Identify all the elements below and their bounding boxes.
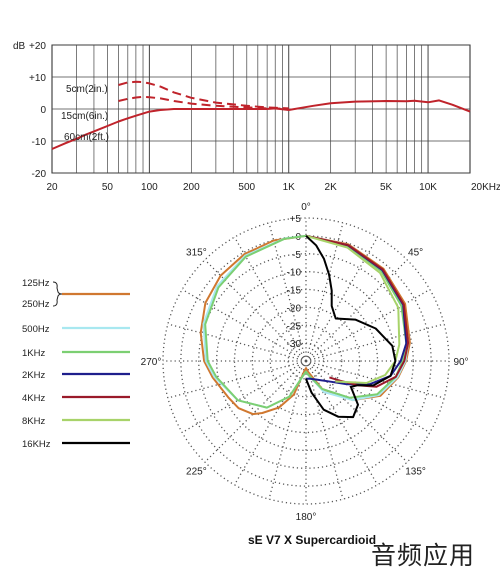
fr-x-tick-label: 2K: [325, 182, 338, 193]
legend-label: 2KHz: [22, 370, 45, 381]
polar-series-line: [305, 234, 410, 388]
polar-radial-tick-label: -5: [292, 250, 301, 261]
polar-grid-ring: [180, 235, 432, 487]
polar-angle-label: 315°: [186, 247, 207, 258]
polar-grid-spoke: [305, 222, 344, 362]
polar-grid-spoke: [167, 323, 307, 362]
curve-label-60cm: 60cm(2ft.): [64, 132, 109, 143]
polar-angle-label: 225°: [186, 467, 207, 478]
polar-angle-label: 0°: [301, 202, 311, 213]
polar-grid-ring: [251, 306, 361, 416]
legend-label: 1KHz: [22, 348, 45, 359]
polar-series-line: [305, 234, 401, 384]
polar-grid-spoke: [181, 288, 307, 362]
fr-series-line: [118, 80, 289, 110]
fr-x-tick-label: 500: [238, 182, 255, 193]
polar-radial-tick-label: -15: [287, 286, 302, 297]
fr-y-tick-label: -20: [32, 169, 47, 180]
legend-brace: [52, 281, 63, 307]
legend-label: 500Hz: [22, 324, 50, 335]
polar-grid-spoke: [233, 236, 307, 362]
polar-series-line: [305, 235, 397, 419]
frequency-response-axes: +20 +10 0 -10 -20 dB 20 50 100 200 500 1K 2K 5K 10K 20K…: [13, 41, 500, 193]
fr-x-tick-label: 10K: [419, 182, 437, 193]
fr-y-tick-label: 0: [40, 105, 46, 116]
polar-grid-spoke: [305, 360, 408, 463]
polar-pattern-curves: [199, 234, 411, 419]
fr-x-tick-label: 50: [102, 182, 114, 193]
polar-grid-spoke: [204, 360, 307, 463]
polar-angle-label: 270°: [141, 357, 162, 368]
fr-x-tick-label: 1K: [283, 182, 296, 193]
polar-radial-tick-label: +5: [290, 214, 302, 225]
polar-legend: 125Hz 250Hz 500Hz 1KHz 2KHz 4KHz 8KHz 16KHz: [22, 278, 130, 450]
fr-y-tick-label: +10: [29, 73, 46, 84]
curve-label-15cm: 15cm(6in.): [61, 111, 108, 122]
legend-label: 250Hz: [22, 299, 50, 310]
polar-grid-ring: [198, 253, 414, 469]
watermark-text: 音频应用: [371, 541, 476, 570]
curve-label-5cm: 5cm(2in.): [66, 84, 108, 95]
fr-y-tick-label: -10: [32, 137, 47, 148]
fr-y-axis-label: dB: [13, 41, 26, 52]
fr-x-tick-label: 100: [141, 182, 158, 193]
fr-x-tick-label: 200: [183, 182, 200, 193]
polar-radial-tick-label: -10: [287, 268, 302, 279]
polar-radial-tick-label: -30: [287, 339, 302, 350]
polar-angle-label: 180°: [296, 512, 317, 523]
fr-series-line: [118, 95, 289, 110]
polar-grid: 0°45°90°135°180°225°270°315°+50-5-10-15-…: [141, 202, 469, 523]
polar-grid-spoke: [204, 259, 307, 362]
polar-grid-spoke: [305, 360, 344, 500]
polar-grid-spoke: [181, 360, 307, 434]
polar-grid-spoke: [268, 222, 307, 362]
polar-angle-label: 45°: [408, 247, 423, 258]
legend-label: 8KHz: [22, 416, 45, 427]
polar-angle-label: 135°: [405, 467, 426, 478]
polar-radial-tick-label: -25: [287, 321, 302, 332]
fr-x-tick-label: 20: [46, 182, 58, 193]
legend-label: 4KHz: [22, 393, 45, 404]
polar-grid-spoke: [233, 360, 307, 486]
legend-label: 125Hz: [22, 278, 50, 289]
frequency-response-curves: [51, 80, 471, 150]
polar-grid-spoke: [167, 360, 307, 399]
fr-y-tick-label: +20: [29, 41, 46, 52]
polar-grid-spoke: [305, 259, 408, 362]
polar-grid-spoke: [305, 236, 379, 362]
polar-caption: sE V7 X Supercardioid: [248, 533, 376, 547]
polar-angle-label: 90°: [453, 357, 468, 368]
polar-grid-spoke: [305, 360, 379, 486]
legend-label: 16KHz: [22, 439, 51, 450]
fr-x-tick-label: 20KHz: [471, 182, 500, 193]
polar-radial-tick-label: -20: [287, 303, 302, 314]
polar-grid-spoke: [305, 323, 445, 362]
polar-grid-ring: [269, 324, 343, 398]
polar-grid-spoke: [268, 360, 307, 500]
fr-x-tick-label: 5K: [380, 182, 393, 193]
fr-series-line: [51, 99, 471, 150]
polar-series-line: [199, 234, 411, 416]
